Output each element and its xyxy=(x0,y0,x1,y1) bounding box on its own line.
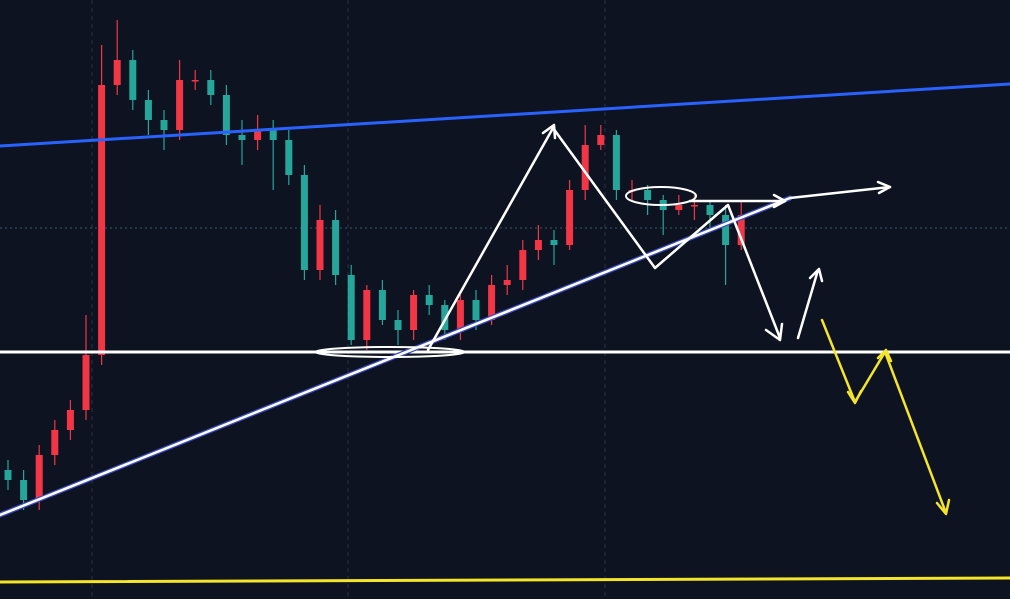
candle-body xyxy=(332,220,340,275)
candle-body xyxy=(66,410,74,430)
arrow-head xyxy=(764,322,784,342)
candle-body xyxy=(581,145,589,190)
candle-body xyxy=(378,290,386,320)
candle-body xyxy=(566,190,574,245)
arrow-head xyxy=(541,123,557,140)
candle-body xyxy=(269,130,277,140)
candle-body xyxy=(534,240,542,250)
candles xyxy=(4,20,745,510)
projection-path xyxy=(820,318,948,515)
top-ellipse xyxy=(625,186,697,206)
candle-body xyxy=(394,320,402,330)
candle-body xyxy=(737,215,745,245)
candle-body xyxy=(488,285,496,320)
candle-body xyxy=(347,275,355,340)
drawings xyxy=(0,82,1010,584)
candle-body xyxy=(207,80,215,95)
white-arrows xyxy=(426,123,892,352)
candle-body xyxy=(441,305,449,330)
base-ellipse xyxy=(314,346,466,358)
candle-body xyxy=(472,300,480,320)
candle-body xyxy=(425,295,433,305)
bottom-line xyxy=(0,576,1010,584)
arrow-head xyxy=(935,498,951,516)
candle-body xyxy=(519,250,527,280)
candle-body xyxy=(675,205,683,210)
resistance-line xyxy=(0,82,1010,148)
candle-body xyxy=(316,220,324,270)
candle-body xyxy=(254,130,262,140)
yellow-arrows xyxy=(820,318,951,516)
candle-body xyxy=(690,205,698,207)
candle-body xyxy=(176,80,184,130)
candle-body xyxy=(238,135,246,140)
candle-body xyxy=(129,60,137,100)
candle-body xyxy=(20,480,28,500)
candle-body xyxy=(410,295,418,330)
candle-body xyxy=(612,135,620,190)
candle-body xyxy=(222,95,230,135)
candle-body xyxy=(51,430,59,455)
candle-body xyxy=(191,80,199,82)
arrow-line xyxy=(788,185,892,200)
candle-body xyxy=(722,215,730,245)
candle-body xyxy=(4,470,12,480)
arrow-line xyxy=(796,268,820,340)
candle-body xyxy=(285,140,293,175)
candle-body xyxy=(456,300,464,330)
candle-body xyxy=(363,290,371,340)
candle-body xyxy=(503,280,511,285)
candle-body xyxy=(98,85,106,355)
arrow-head xyxy=(772,193,787,209)
arrow-head xyxy=(808,267,824,283)
candle-body xyxy=(160,120,168,130)
candle-body xyxy=(644,190,652,200)
candle-body xyxy=(35,455,43,500)
candle-body xyxy=(550,240,558,245)
candle-body xyxy=(300,175,308,270)
arrow-head xyxy=(876,348,893,363)
candle-body xyxy=(113,60,121,85)
candle-body xyxy=(144,100,152,120)
arrow-head xyxy=(846,389,863,405)
candle-body xyxy=(706,205,714,215)
arrow-head xyxy=(876,180,892,195)
arrow-path xyxy=(426,126,782,352)
candle-body xyxy=(597,135,605,145)
candle-body xyxy=(82,355,90,410)
